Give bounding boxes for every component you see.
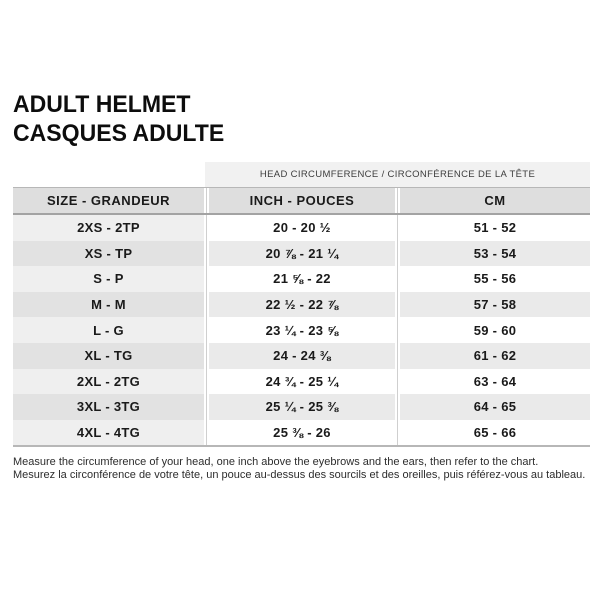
size-cell: 2XS - 2TP <box>13 215 204 241</box>
table-rule-bottom <box>13 445 590 448</box>
size-cell: S - P <box>13 266 204 292</box>
table-row: S - P 21 ⅝ - 22 55 - 56 <box>13 266 590 292</box>
inch-cell: 20 - 20 ½ <box>209 215 395 241</box>
column-divider <box>395 215 400 241</box>
size-cell: XS - TP <box>13 240 204 267</box>
cm-cell: 65 - 66 <box>400 419 590 446</box>
column-divider <box>395 394 400 420</box>
table-rule-top <box>13 187 590 188</box>
cm-cell: 61 - 62 <box>400 342 590 369</box>
column-divider <box>204 317 209 343</box>
cm-cell: 57 - 58 <box>400 291 590 318</box>
table-header-row: SIZE - GRANDEUR INCH - POUCES CM <box>13 188 590 213</box>
inch-cell: 22 ½ - 22 ⅞ <box>209 291 395 318</box>
column-header-size: SIZE - GRANDEUR <box>13 188 204 213</box>
size-cell: 4XL - 4TG <box>13 419 204 446</box>
column-divider <box>395 419 400 446</box>
table-row: 4XL - 4TG 25 ⅜ - 26 65 - 66 <box>13 419 590 446</box>
inch-cell: 23 ¼ - 23 ⅝ <box>209 317 395 343</box>
size-cell: XL - TG <box>13 342 204 369</box>
column-divider <box>204 291 209 318</box>
table-row: M - M 22 ½ - 22 ⅞ 57 - 58 <box>13 291 590 318</box>
size-table: HEAD CIRCUMFERENCE / CIRCONFÉRENCE DE LA… <box>13 162 590 448</box>
column-divider <box>204 419 209 446</box>
column-divider <box>395 368 400 395</box>
inch-cell: 24 ¾ - 25 ¼ <box>209 368 395 395</box>
measure-instruction-fr: Mesurez la circonférence de votre tête, … <box>13 469 586 481</box>
column-divider <box>204 215 209 241</box>
cm-cell: 55 - 56 <box>400 266 590 292</box>
column-divider <box>395 240 400 267</box>
cm-cell: 53 - 54 <box>400 240 590 267</box>
size-cell: 2XL - 2TG <box>13 368 204 395</box>
size-cell: M - M <box>13 291 204 318</box>
table-row: XS - TP 20 ⅞ - 21 ¼ 53 - 54 <box>13 240 590 267</box>
inch-cell: 25 ¼ - 25 ⅜ <box>209 394 395 420</box>
column-divider <box>395 342 400 369</box>
column-divider <box>395 291 400 318</box>
cm-cell: 59 - 60 <box>400 317 590 343</box>
column-divider <box>395 188 400 213</box>
inch-cell: 20 ⅞ - 21 ¼ <box>209 240 395 267</box>
cm-cell: 51 - 52 <box>400 215 590 241</box>
table-row: 2XS - 2TP 20 - 20 ½ 51 - 52 <box>13 215 590 241</box>
inch-cell: 25 ⅜ - 26 <box>209 419 395 446</box>
cm-cell: 64 - 65 <box>400 394 590 420</box>
column-divider <box>204 368 209 395</box>
column-divider <box>204 266 209 292</box>
page-title: ADULT HELMET CASQUES ADULTE <box>13 90 224 148</box>
column-divider <box>204 188 209 213</box>
column-divider <box>204 394 209 420</box>
head-circumference-span-header: HEAD CIRCUMFERENCE / CIRCONFÉRENCE DE LA… <box>205 162 590 187</box>
column-divider <box>395 317 400 343</box>
measure-instructions: Measure the circumference of your head, … <box>13 456 587 482</box>
table-row: XL - TG 24 - 24 ⅜ 61 - 62 <box>13 342 590 369</box>
measure-instruction-en: Measure the circumference of your head, … <box>13 456 539 468</box>
table-row: L - G 23 ¼ - 23 ⅝ 59 - 60 <box>13 317 590 343</box>
table-row: 3XL - 3TG 25 ¼ - 25 ⅜ 64 - 65 <box>13 394 590 420</box>
table-rule-header-bottom <box>13 213 590 215</box>
size-cell: 3XL - 3TG <box>13 394 204 420</box>
inch-cell: 21 ⅝ - 22 <box>209 266 395 292</box>
column-divider <box>204 342 209 369</box>
page-title-line2: CASQUES ADULTE <box>13 120 225 147</box>
column-divider <box>204 240 209 267</box>
inch-cell: 24 - 24 ⅜ <box>209 342 395 369</box>
table-row: 2XL - 2TG 24 ¾ - 25 ¼ 63 - 64 <box>13 368 590 395</box>
column-header-inch: INCH - POUCES <box>209 188 395 213</box>
size-cell: L - G <box>13 317 204 343</box>
page-title-line1: ADULT HELMET <box>13 91 191 118</box>
column-divider <box>395 266 400 292</box>
cm-cell: 63 - 64 <box>400 368 590 395</box>
column-header-cm: CM <box>400 188 590 213</box>
